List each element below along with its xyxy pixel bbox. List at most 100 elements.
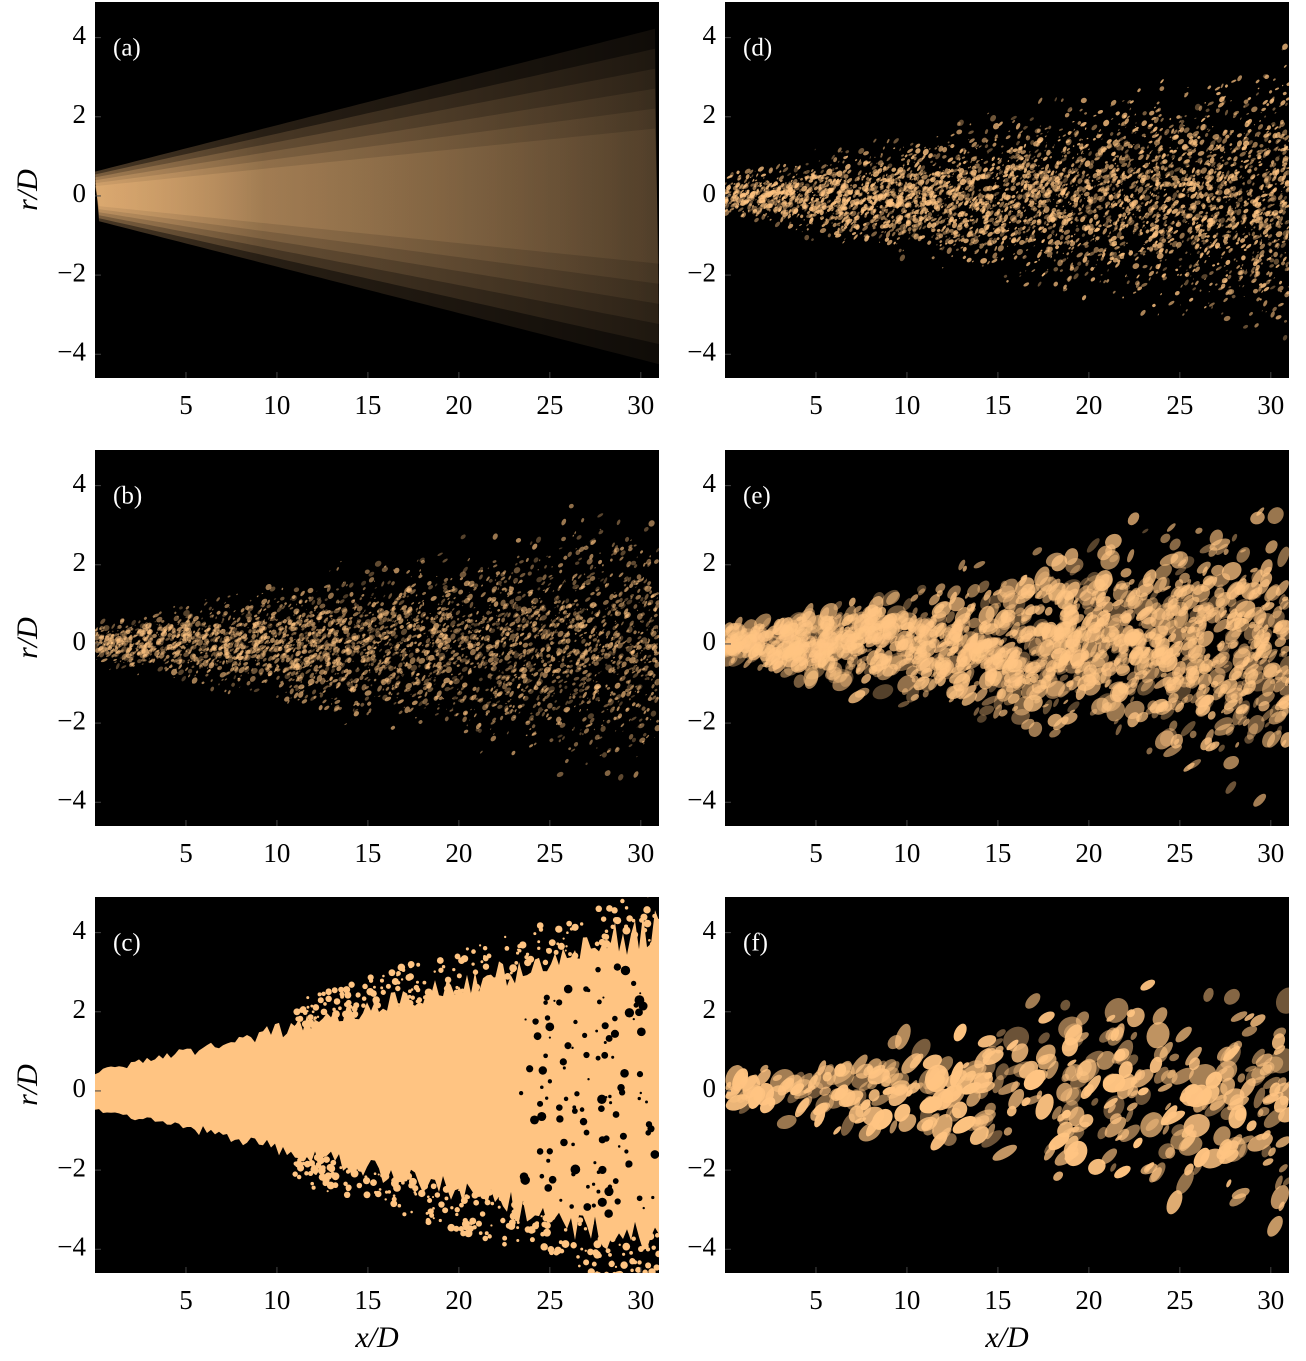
jet-fleck <box>352 1011 359 1018</box>
jet-fleck <box>493 977 497 981</box>
x-tick-label: 10 <box>263 390 290 420</box>
jet-fleck <box>450 1206 453 1209</box>
jet-fleck <box>370 1179 377 1186</box>
jet-fleck <box>395 986 400 991</box>
jet-hole <box>547 1148 553 1154</box>
jet-fleck <box>640 914 647 921</box>
jet-fleck <box>652 914 656 918</box>
jet-fleck <box>332 1011 337 1016</box>
jet-fleck <box>455 1213 458 1216</box>
jet-fleck <box>416 981 419 984</box>
jet-fleck <box>448 1182 451 1185</box>
jet-fleck <box>593 1251 601 1259</box>
jet-hole <box>583 1052 589 1058</box>
jet-fleck <box>430 1214 434 1218</box>
jet-fleck <box>517 1221 520 1224</box>
jet-hole <box>620 1133 627 1140</box>
jet-fleck <box>414 985 420 991</box>
jet-hole <box>613 1111 620 1118</box>
jet-hole <box>532 1018 538 1024</box>
jet-fleck <box>629 944 632 947</box>
jet-fleck <box>398 1204 402 1208</box>
jet-fleck <box>310 1182 314 1186</box>
jet-fleck <box>447 993 453 999</box>
jet-fleck <box>574 959 582 967</box>
y-tick-label: 2 <box>73 99 87 129</box>
jet-fleck <box>532 1229 536 1233</box>
y-tick-label: 2 <box>73 547 87 577</box>
x-tick-label: 15 <box>354 390 381 420</box>
jet-fleck <box>346 1184 352 1190</box>
jet-fleck <box>442 965 445 968</box>
y-tick-label: 4 <box>73 468 87 498</box>
y-tick-label: 4 <box>73 915 87 945</box>
jet-hole <box>571 1143 575 1147</box>
jet-hole <box>602 996 604 998</box>
jet-hole <box>549 1037 551 1039</box>
y-axis-label: r/D <box>11 169 44 211</box>
jet-hole <box>592 1203 596 1207</box>
jet-fleck <box>516 1239 519 1242</box>
y-tick-label: −4 <box>57 336 86 366</box>
jet-fleck <box>644 920 652 928</box>
jet-hole <box>597 1000 602 1005</box>
jet-fleck <box>615 1271 621 1277</box>
jet-fleck <box>461 955 468 962</box>
jet-fleck <box>473 984 480 991</box>
jet-fleck <box>439 1219 442 1222</box>
jet-fleck <box>583 1259 589 1265</box>
jet-hole <box>564 1042 571 1049</box>
x-tick-label: 5 <box>179 838 193 868</box>
jet-fleck <box>472 1225 476 1229</box>
jet-hole <box>543 1000 548 1005</box>
x-tick-label: 20 <box>445 390 472 420</box>
jet-hole <box>559 1199 562 1202</box>
jet-hole <box>556 1115 563 1122</box>
jet-fleck <box>601 916 606 921</box>
jet-hole <box>520 1175 530 1185</box>
jet-fleck <box>610 1219 613 1222</box>
jet-hole <box>609 1101 612 1104</box>
jet-fleck <box>643 906 650 913</box>
jet-fleck <box>473 969 478 974</box>
jet-fleck <box>452 968 455 971</box>
y-tick-label: −2 <box>57 1152 86 1182</box>
jet-fleck <box>498 1206 501 1209</box>
jet-hole <box>564 1097 568 1101</box>
jet-fleck <box>505 946 510 951</box>
jet-fleck <box>445 1196 449 1200</box>
jet-hole <box>545 1096 548 1099</box>
jet-fleck <box>501 1218 505 1222</box>
jet-hole <box>603 1135 609 1141</box>
jet-fleck <box>595 1271 599 1275</box>
jet-hole <box>545 1015 550 1020</box>
jet-fleck <box>396 974 398 976</box>
jet-fleck <box>615 1229 619 1233</box>
jet-fleck <box>483 963 489 969</box>
jet-hole <box>564 985 573 994</box>
jet-fleck <box>405 974 412 981</box>
jet-fleck <box>655 1233 660 1238</box>
jet-fleck <box>306 1019 314 1027</box>
jet-fleck <box>619 1244 621 1246</box>
jet-hole <box>540 1174 545 1179</box>
jet-fleck <box>598 1236 604 1242</box>
jet-fleck <box>537 947 540 950</box>
jet-fleck <box>463 1218 468 1223</box>
jet-fleck <box>554 1247 561 1254</box>
jet-fleck <box>566 921 572 927</box>
jet-fleck <box>418 1179 421 1182</box>
jet-fleck <box>306 996 309 999</box>
jet-fleck <box>326 989 332 995</box>
jet-fleck <box>562 1240 570 1248</box>
jet-fleck <box>483 981 488 986</box>
jet-fleck <box>322 1177 329 1184</box>
y-tick-label: 0 <box>73 178 87 208</box>
panel: 51015202530−4−2024(a)r/D <box>11 2 659 420</box>
jet-fleck <box>382 1173 389 1180</box>
jet-hole <box>618 1145 621 1148</box>
jet-hole <box>611 1030 619 1038</box>
jet-fleck <box>480 960 483 963</box>
jet-fleck <box>410 1211 413 1214</box>
jet-fleck <box>487 953 492 958</box>
